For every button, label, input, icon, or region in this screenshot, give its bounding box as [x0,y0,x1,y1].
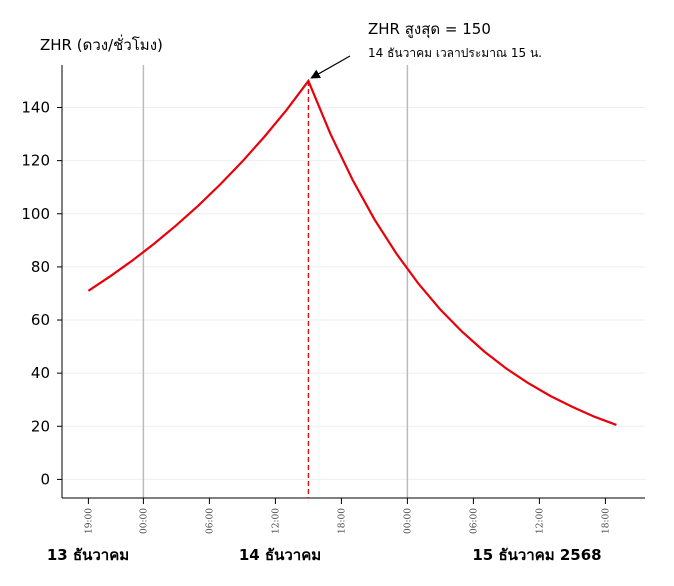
y-tick-label: 100 [21,205,50,223]
x-tick-label: 00:00 [139,508,149,534]
y-tick-label: 0 [40,470,50,488]
day-label: 14 ธันวาคม [239,546,321,564]
x-tick-label: 06:00 [205,508,215,534]
x-tick-label: 06:00 [469,508,479,534]
y-tick-label: 140 [21,99,50,117]
x-tick-label: 18:00 [337,508,347,534]
x-tick-label: 19:00 [84,508,94,534]
y-tick-label: 80 [31,258,50,276]
y-tick-label: 120 [21,152,50,170]
day-label: 13 ธันวาคม [47,546,129,564]
data-line [87,78,617,426]
annotation-subtitle: 14 ธันวาคม เวลาประมาณ 15 น. [368,46,542,60]
y-tick-label: 40 [31,364,50,382]
x-tick-label: 00:00 [403,508,413,534]
x-tick-label: 12:00 [535,508,545,534]
y-tick-label: 60 [31,311,50,329]
day-label: 15 ธันวาคม 2568 [472,546,601,564]
annotation-arrow [310,55,351,79]
x-tick-label: 12:00 [271,508,281,534]
annotation-title: ZHR สูงสุด = 150 [368,20,491,39]
y-tick-label: 20 [31,417,50,435]
y-axis-label: ZHR (ดวง/ชั่วโมง) [40,34,163,54]
x-tick-label: 18:00 [601,508,611,534]
